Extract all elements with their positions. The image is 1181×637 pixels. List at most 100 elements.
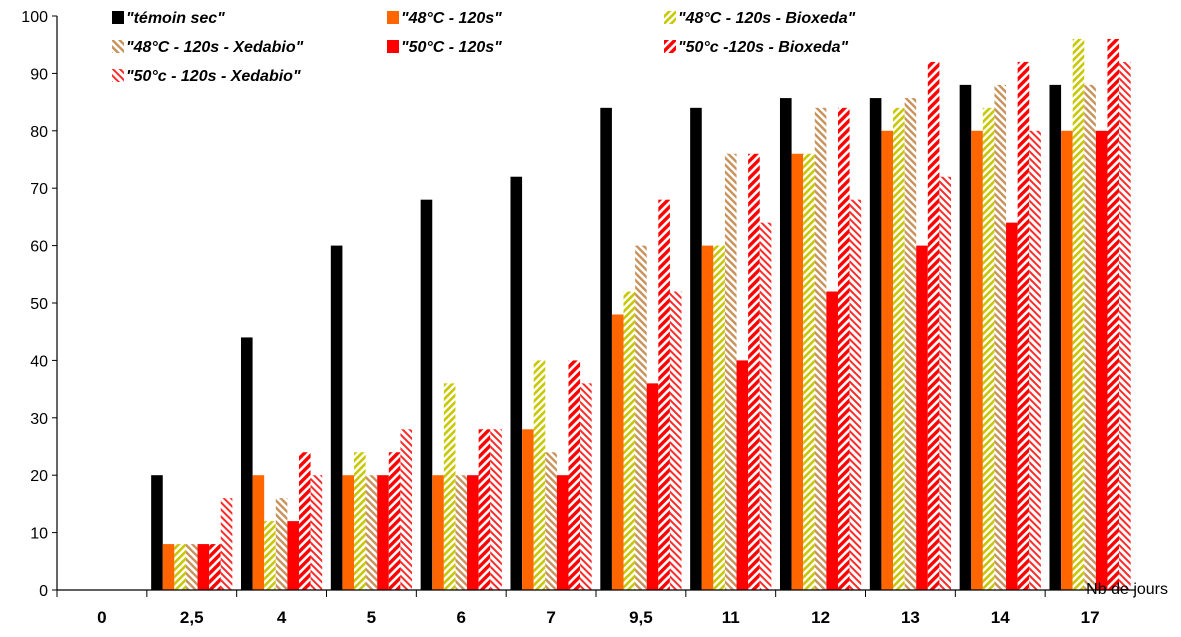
- bar: [623, 291, 636, 590]
- y-tick-label: 70: [30, 181, 48, 198]
- bar: [1061, 130, 1073, 591]
- y-tick-label: 80: [30, 124, 48, 141]
- bar: [162, 544, 175, 590]
- bar: [1049, 84, 1062, 590]
- bar: [837, 107, 850, 590]
- bar: [400, 429, 413, 590]
- y-tick-label: 40: [30, 353, 48, 370]
- bar: [779, 98, 792, 590]
- y-tick-label: 90: [30, 66, 48, 83]
- legend-swatch: [387, 40, 399, 53]
- bar: [869, 98, 882, 590]
- bar: [568, 360, 581, 590]
- legend-label: "50°C - 120s": [401, 39, 502, 56]
- bar: [522, 429, 534, 590]
- x-tick-label: 12: [811, 608, 830, 627]
- y-axis-ticks: 0 10 20 30 40 50 60 70 80 90 100: [21, 9, 57, 600]
- legend-swatch: [664, 11, 676, 24]
- legend-label: "48°C - 120s": [401, 10, 502, 27]
- bar: [388, 452, 401, 590]
- y-tick-label: 0: [39, 583, 48, 600]
- bar: [916, 245, 928, 590]
- bar: [701, 245, 714, 590]
- bar: [275, 498, 288, 590]
- axes: [56, 16, 1135, 591]
- bar: [881, 130, 894, 591]
- legend-swatch: [112, 69, 124, 82]
- x-tick-label: 4: [277, 608, 287, 627]
- x-axis-ticks: 0 2,5 4 5 6 7 9,5 11 12 13 14 17: [56, 590, 1136, 627]
- x-tick-label: 13: [901, 608, 920, 627]
- bar: [197, 544, 210, 590]
- x-tick-label: 2,5: [180, 608, 204, 627]
- bar: [646, 383, 659, 590]
- bar: [803, 153, 815, 590]
- bar: [1107, 38, 1120, 590]
- x-tick-label: 17: [1081, 608, 1100, 627]
- bar: [1072, 38, 1085, 590]
- bar: [455, 475, 468, 590]
- bar: [252, 475, 265, 590]
- bar: [185, 544, 198, 590]
- bar: [510, 176, 523, 590]
- bar: [635, 245, 647, 590]
- bar: [377, 475, 389, 590]
- x-tick-label: 6: [457, 608, 466, 627]
- bar: [724, 153, 737, 590]
- bar: [298, 452, 311, 590]
- bar: [1084, 84, 1096, 590]
- bar: [533, 360, 546, 590]
- x-tick-label: 5: [367, 608, 376, 627]
- legend-label: "50°c - 120s - Xedabio": [126, 68, 301, 85]
- legend-label: "48°C - 120s - Bioxeda": [678, 10, 856, 27]
- bar: [1029, 130, 1041, 591]
- bar: [220, 498, 233, 590]
- bar: [826, 291, 838, 590]
- bar: [151, 475, 163, 590]
- bar: [748, 153, 760, 590]
- x-tick-label: 0: [97, 608, 106, 627]
- x-tick-label: 14: [991, 608, 1010, 627]
- legend-swatch: [387, 11, 399, 24]
- bar: [264, 521, 276, 590]
- y-tick-label: 10: [30, 526, 48, 543]
- x-tick-label: 11: [722, 608, 740, 627]
- legend-label: "témoin sec": [126, 10, 225, 27]
- bar: [791, 153, 804, 590]
- y-tick-label: 60: [30, 239, 48, 256]
- bar: [1095, 130, 1108, 591]
- bar: [478, 429, 491, 590]
- bar: [658, 199, 670, 590]
- x-tick-label: 9,5: [629, 608, 653, 627]
- bar: [982, 107, 995, 590]
- bar: [1017, 61, 1030, 591]
- bar: [600, 107, 612, 590]
- bar: [893, 107, 905, 590]
- bar: [420, 199, 433, 590]
- bar: [849, 199, 862, 590]
- x-tick-label: 7: [546, 608, 555, 627]
- legend-label: "50°c -120s - Bioxeda": [678, 39, 849, 56]
- bar: [310, 475, 323, 590]
- x-axis-title: Nb de jours: [1086, 581, 1168, 598]
- legend-swatch: [112, 40, 124, 53]
- bar: [713, 245, 725, 590]
- bar: [240, 337, 253, 590]
- bars: [151, 38, 1131, 591]
- bar: [927, 61, 940, 591]
- bar: [904, 98, 917, 590]
- bar: [959, 84, 972, 590]
- bar: [690, 107, 702, 590]
- bar: [669, 291, 682, 590]
- bar: [330, 245, 343, 590]
- bar: [994, 84, 1007, 590]
- bar: [611, 314, 624, 590]
- bar: [1006, 222, 1018, 590]
- bar: [432, 475, 444, 590]
- bar: [443, 383, 456, 590]
- bar: [490, 429, 502, 590]
- bar: [354, 452, 366, 590]
- bar: [545, 452, 557, 590]
- bar: [580, 383, 592, 590]
